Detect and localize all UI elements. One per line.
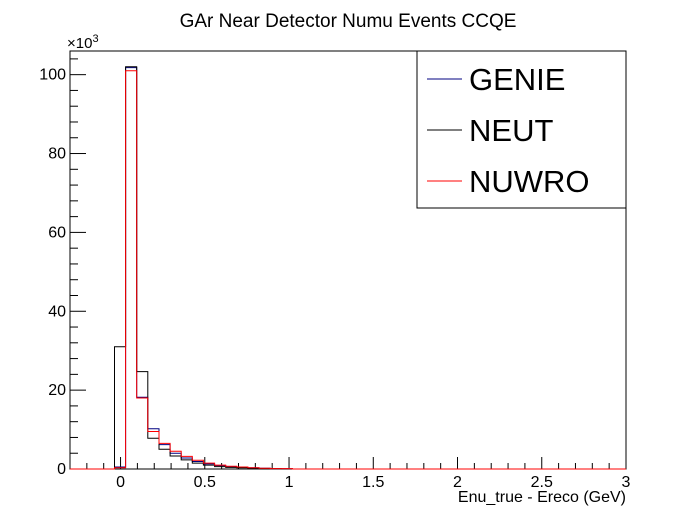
legend-label-nuwro: NUWRO (469, 164, 590, 199)
y-axis: 0 20 40 60 80 100 (39, 58, 86, 478)
x-tick-label: 2 (453, 474, 462, 491)
y-tick-label: 0 (57, 461, 66, 478)
x-axis-label: Enu_true - Ereco (GeV) (458, 489, 626, 506)
y-tick-label: 60 (48, 224, 66, 241)
y-tick-label: 40 (48, 303, 66, 320)
x-tick-label: 0.5 (194, 474, 216, 491)
legend-label-genie: GENIE (469, 62, 565, 97)
series-nuwro (70, 70, 626, 470)
x-tick-label: 1 (285, 474, 294, 491)
y-tick-label: 80 (48, 146, 66, 163)
y-tick-label: 20 (48, 382, 66, 399)
y-multiplier-label: ×103 (67, 33, 99, 52)
legend-label-neut: NEUT (469, 113, 553, 148)
chart-title: GAr Near Detector Numu Events CCQE (180, 11, 517, 32)
y-multiplier-base: ×10 (67, 35, 92, 52)
x-tick-label: 1.5 (362, 474, 384, 491)
x-tick-label: 3 (622, 474, 631, 491)
legend: GENIE NEUT NUWRO (416, 50, 627, 209)
y-multiplier-exponent: 3 (92, 33, 98, 45)
x-tick-label: 2.5 (531, 474, 553, 491)
x-tick-label: 0 (116, 474, 125, 491)
series-group (70, 66, 626, 470)
y-tick-label: 100 (39, 67, 66, 84)
x-axis: 0 0.5 1 1.5 2 2.5 3 (69, 457, 631, 491)
